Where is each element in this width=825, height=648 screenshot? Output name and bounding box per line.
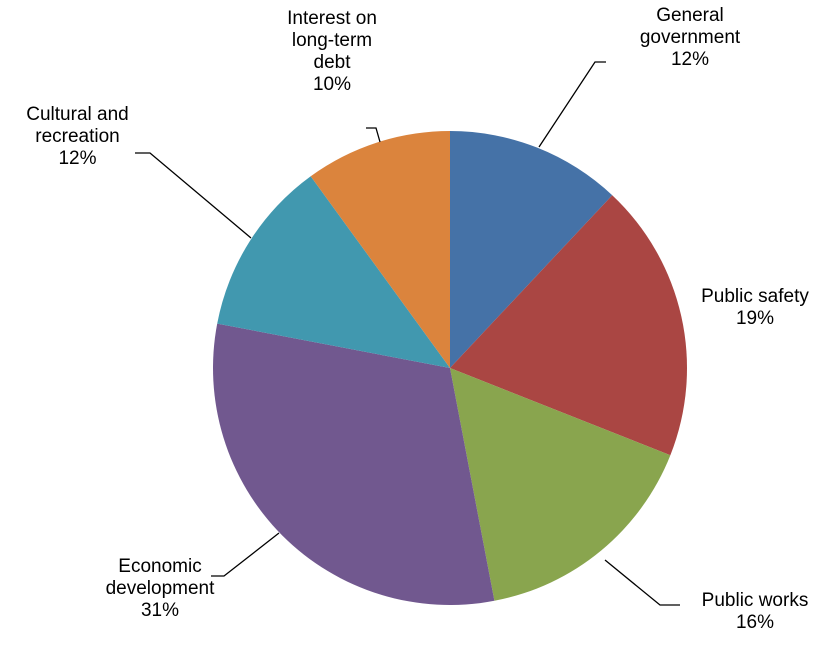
data-label-value: 31%	[140, 600, 180, 621]
data-label-category: debt	[313, 52, 351, 73]
data-label-value: 16%	[735, 612, 775, 633]
data-label-value: 10%	[312, 74, 352, 95]
data-label-category: government	[639, 27, 741, 48]
pie-slices	[213, 131, 688, 605]
pie-slice-cultural-and-recreation	[217, 176, 450, 368]
data-label-economic-development: Economic development 31%	[70, 556, 250, 622]
pie-slice-public-works	[450, 368, 671, 601]
data-label-category: Public safety	[701, 286, 809, 307]
pie-slice-general-government	[450, 131, 613, 368]
data-label-public-safety: Public safety 19%	[680, 286, 825, 330]
data-label-category: long-term	[291, 30, 373, 51]
leader-line-public-works	[604, 559, 680, 606]
data-label-category: development	[105, 578, 215, 599]
data-label-category: General	[656, 5, 724, 26]
data-label-value: 12%	[670, 49, 710, 70]
data-label-public-works: Public works 16%	[680, 590, 825, 634]
data-label-category: Economic	[118, 556, 202, 577]
leader-line-general-government	[538, 61, 606, 148]
data-label-general-government: General government 12%	[590, 5, 790, 71]
data-label-cultural-and-recreation: Cultural and recreation 12%	[0, 104, 155, 170]
data-label-value: 19%	[735, 308, 775, 329]
pie-slice-economic-development	[213, 323, 495, 605]
data-label-category: Public works	[701, 590, 809, 611]
leader-line-economic-development	[211, 532, 280, 577]
data-label-category: Cultural and	[26, 104, 129, 125]
pie-slice-public-safety	[450, 195, 688, 456]
leader-line-interest-on-long-term-debt	[366, 127, 381, 143]
data-label-category: Interest on	[287, 8, 377, 29]
leader-lines	[135, 61, 680, 606]
data-label-value: 12%	[58, 148, 97, 169]
leader-line-cultural-and-recreation	[135, 152, 252, 239]
pie-slice-interest-on-long-term-debt	[310, 131, 450, 368]
data-label-interest-on-long-term-debt: Interest on long-term debt 10%	[252, 8, 412, 96]
data-label-category: recreation	[35, 126, 120, 147]
